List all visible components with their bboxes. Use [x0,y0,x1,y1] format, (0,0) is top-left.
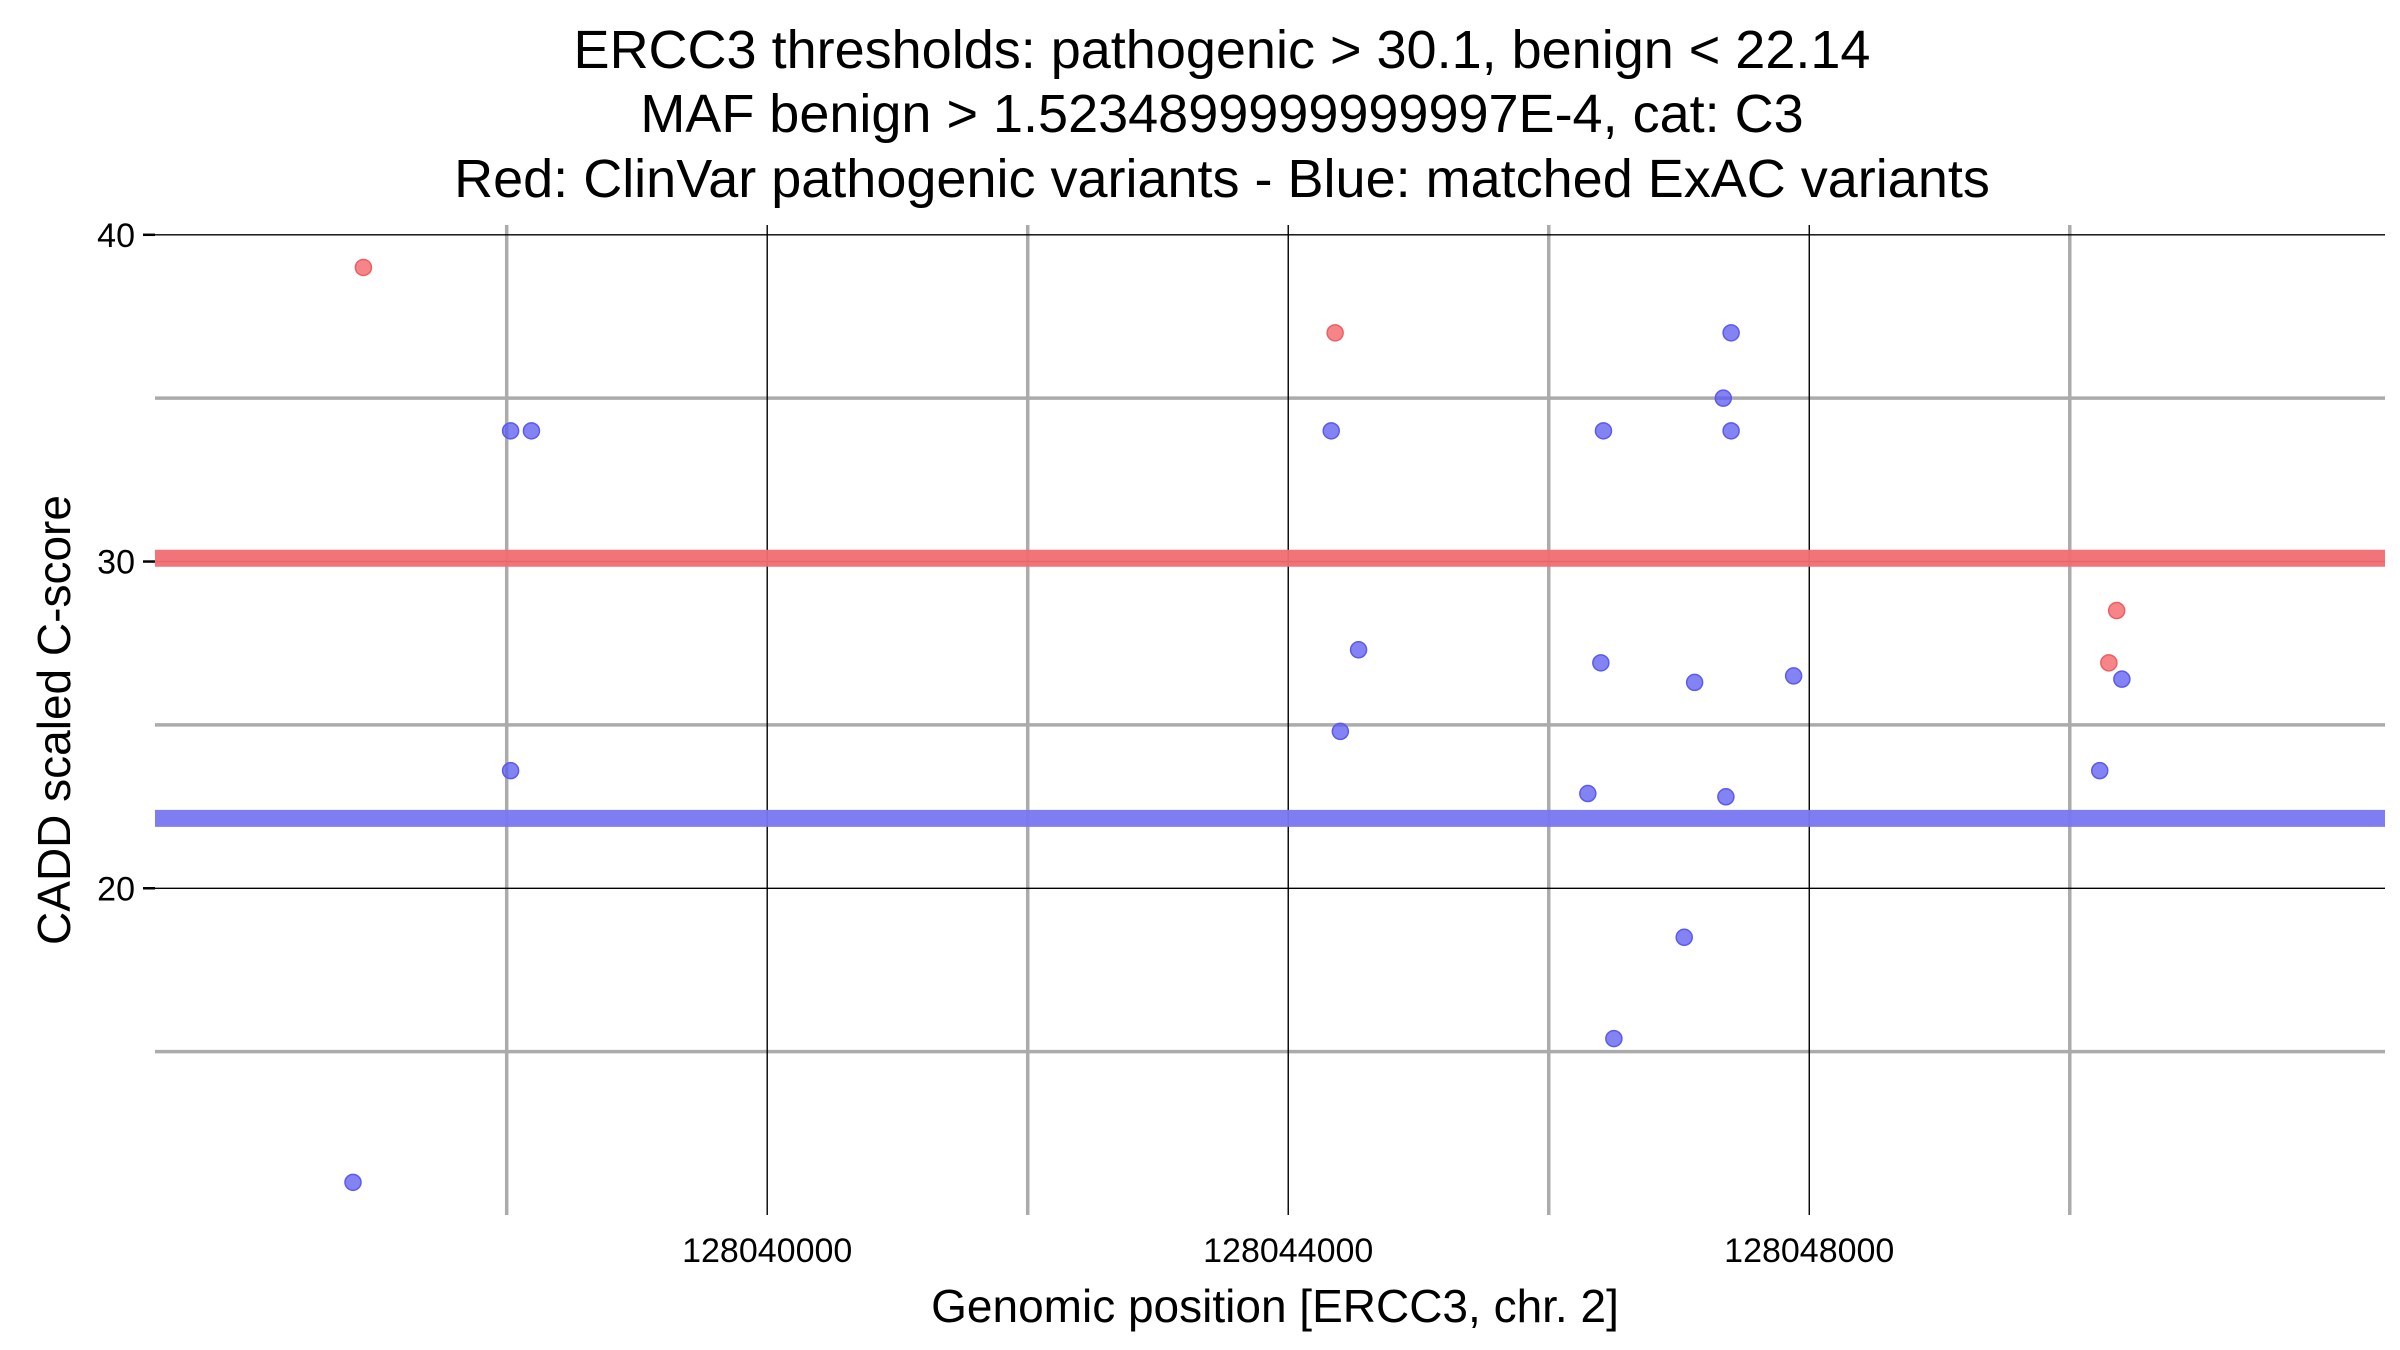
exac-point [1594,422,1613,440]
exac-point [1579,784,1597,803]
y-tick-label: 40 [97,217,135,255]
exac-point [501,422,520,440]
exac-point [2113,670,2131,688]
exac-point [1722,324,1740,342]
chart-title-line-1: ERCC3 thresholds: pathogenic > 30.1, ben… [574,20,1871,80]
pathogenic-point [2107,601,2126,620]
exac-point [2090,761,2109,780]
chart-title-line-2: MAF benign > 1.5234899999999997E-4, cat:… [640,84,1803,144]
exac-point [1331,722,1350,741]
exac-point [1722,422,1740,440]
y-axis: 20 30 40 [97,217,155,908]
x-axis-title: Genomic position [ERCC3, chr. 2] [931,1280,1619,1332]
minor-gridlines [155,225,2385,1215]
y-tick-label: 20 [97,870,135,908]
exac-point [1605,1029,1623,1048]
exac-point [522,422,541,440]
pathogenic-point [354,258,373,277]
chart-title-line-3: Red: ClinVar pathogenic variants - Blue:… [454,149,1990,209]
exac-point [1784,667,1803,685]
x-tick-label: 128044000 [1203,1232,1373,1270]
exac-point [1717,788,1735,806]
exac-point [1675,928,1693,947]
exac-point [1349,641,1368,659]
chart-title: ERCC3 thresholds: pathogenic > 30.1, ben… [454,20,1990,209]
pathogenic-point [2100,654,2118,672]
y-axis-title: CADD scaled C-score [28,495,80,945]
exac-point [1592,654,1610,672]
exac-point [501,761,520,780]
y-tick-label: 30 [97,544,135,582]
threshold-lines [155,549,2385,827]
x-axis: 128040000 128044000 128048000 [682,1232,1894,1270]
data-points [344,258,2131,1192]
major-gridlines [155,225,2385,1215]
exac-point [1685,673,1704,692]
exac-point [1322,422,1340,440]
x-tick-label: 128048000 [1724,1232,1894,1270]
x-tick-label: 128040000 [682,1232,852,1270]
exac-point [344,1173,362,1192]
exac-point [1714,389,1733,407]
pathogenic-point [1326,324,1344,342]
